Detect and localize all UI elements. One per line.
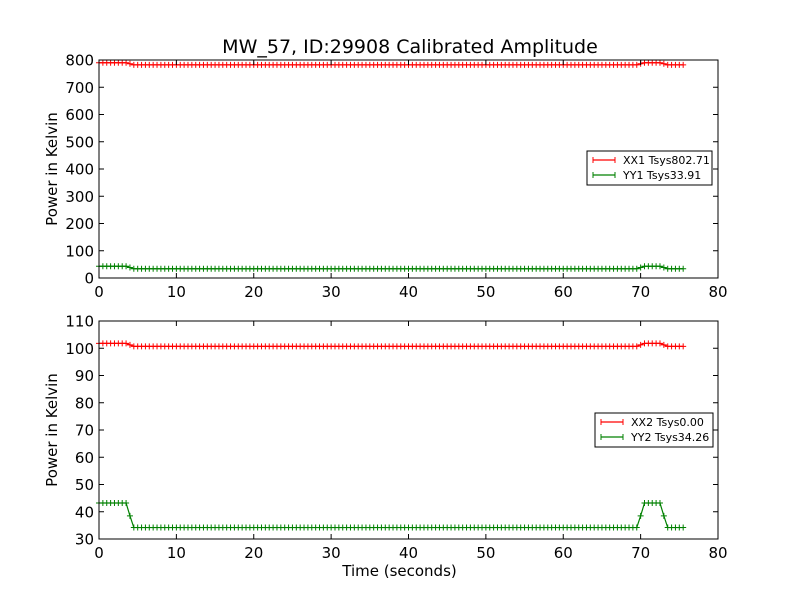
data-point-marker: [633, 343, 640, 350]
data-point-marker: [660, 341, 667, 348]
y-tick-label: 80: [75, 394, 94, 412]
y-tick-label: 90: [75, 367, 94, 385]
chart-title: MW_57, ID:29908 Calibrated Amplitude: [222, 36, 598, 58]
x-tick-label: 60: [554, 283, 573, 301]
legend-box: [586, 150, 713, 186]
legend-marker: [600, 419, 624, 425]
x-tick-label: 60: [554, 544, 573, 562]
top-panel: 0 10 20 30 40 50 60 70 8001002003004005006007008…: [43, 52, 728, 302]
x-tick-label: 40: [399, 283, 418, 301]
y-tick-label: 40: [75, 503, 94, 521]
data-point-marker: [660, 60, 667, 67]
legend-label: XX2 Tsys0.00: [631, 416, 704, 429]
data-point-marker: [680, 61, 687, 68]
legend-label: YY1 Tsys33.91: [622, 169, 701, 182]
legend-marker: [592, 172, 616, 178]
legend: XX1 Tsys802.71 YY1 Tsys33.91: [586, 150, 713, 186]
y-tick-label: 400: [65, 161, 94, 179]
legend-label: XX1 Tsys802.71: [623, 154, 710, 167]
data-point-marker: [680, 524, 687, 531]
y-tick-label: 200: [65, 215, 94, 233]
data-point-marker: [637, 512, 644, 519]
data-point-marker: [126, 512, 133, 519]
data-point-marker: [660, 264, 667, 271]
data-point-marker: [637, 264, 644, 271]
x-tick-label: 20: [244, 544, 263, 562]
y-tick-label: 50: [75, 476, 94, 494]
data-point-marker: [123, 263, 130, 270]
y-tick-label: 300: [65, 188, 94, 206]
y-tick-label: 60: [75, 449, 94, 467]
data-point-marker: [660, 512, 667, 519]
x-tick-label: 30: [322, 544, 341, 562]
y-tick-label: 100: [65, 340, 94, 358]
y-tick-label: 0: [84, 270, 94, 288]
x-tick-label: 30: [322, 283, 341, 301]
data-point-marker: [123, 59, 130, 66]
data-point-marker: [126, 264, 133, 271]
x-tick-label: 10: [167, 544, 186, 562]
legend-label: YY2 Tsys34.26: [630, 431, 709, 444]
x-tick-label: 80: [708, 544, 727, 562]
data-point-marker: [656, 59, 663, 66]
y-axis-label: Power in Kelvin: [43, 373, 61, 487]
legend: XX2 Tsys0.00 YY2 Tsys34.26: [594, 412, 714, 448]
y-tick-label: 500: [65, 133, 94, 151]
data-point-marker: [633, 61, 640, 68]
y-tick-label: 70: [75, 422, 94, 440]
data-point-marker: [680, 343, 687, 350]
x-axis-label: Time (seconds): [341, 562, 457, 580]
y-tick-label: 100: [65, 242, 94, 260]
data-point-marker: [633, 524, 640, 531]
data-point-marker: [656, 340, 663, 347]
data-point-marker: [656, 263, 663, 270]
data-point-marker: [637, 341, 644, 348]
x-tick-label: 0: [94, 544, 104, 562]
data-point-marker: [123, 500, 130, 507]
x-tick-label: 70: [631, 544, 650, 562]
y-axis-label: Power in Kelvin: [43, 112, 61, 226]
x-tick-label: 70: [631, 283, 650, 301]
data-point-marker: [680, 265, 687, 272]
y-tick-label: 110: [65, 313, 94, 331]
legend-marker: [592, 157, 616, 163]
y-tick-label: 800: [65, 52, 94, 70]
x-tick-label: 50: [476, 544, 495, 562]
x-tick-label: 20: [244, 283, 263, 301]
data-point-marker: [123, 340, 130, 347]
data-point-marker: [633, 265, 640, 272]
legend-marker: [600, 434, 624, 440]
bottom-panel: 0 10 20 30 40 50 60 70 80 30 40 50 60 70 80 90 100 110 Pow…: [43, 313, 728, 581]
data-point-marker: [126, 60, 133, 67]
x-tick-label: 10: [167, 283, 186, 301]
y-tick-label: 700: [65, 79, 94, 97]
x-tick-label: 80: [708, 283, 727, 301]
data-point-marker: [126, 341, 133, 348]
data-point-marker: [656, 500, 663, 507]
y-tick-label: 600: [65, 106, 94, 124]
x-tick-label: 40: [399, 544, 418, 562]
y-tick-label: 30: [75, 531, 94, 549]
x-tick-label: 0: [94, 283, 104, 301]
x-tick-label: 50: [476, 283, 495, 301]
legend-box: [594, 412, 714, 448]
